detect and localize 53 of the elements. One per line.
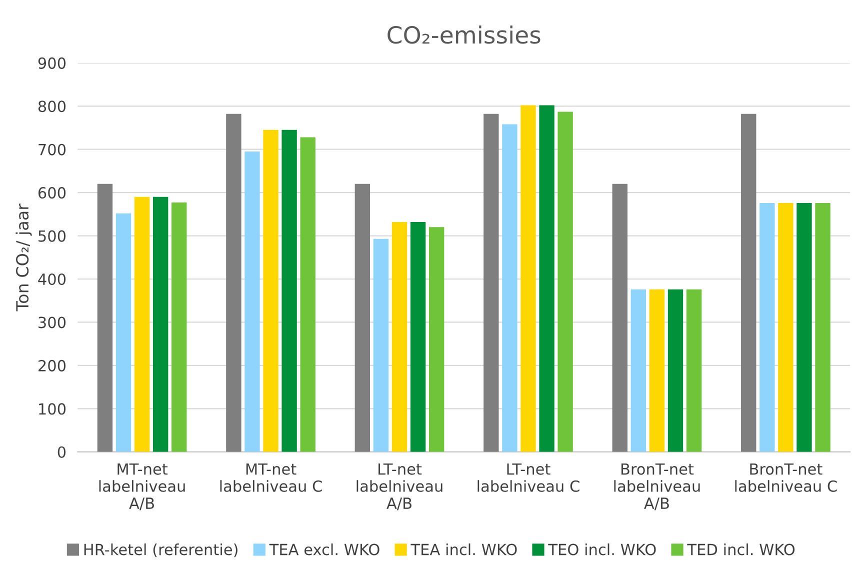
y-axis-title: Ton CO₂/ jaar: [16, 204, 32, 312]
bar: [226, 114, 242, 452]
y-tick-label: 900: [38, 57, 66, 69]
bar: [282, 130, 297, 452]
x-tick-label: LT-net labelniveau C: [478, 463, 580, 492]
legend-label: TEA excl. WKO: [269, 543, 380, 556]
bar: [686, 289, 702, 452]
bar: [741, 114, 756, 452]
y-tick-label: 300: [38, 316, 66, 328]
y-tick-label: 0: [58, 446, 66, 458]
bar: [172, 202, 187, 452]
bar: [502, 124, 518, 452]
x-tick-label: BronT-net labelniveau C: [735, 463, 837, 492]
bar: [97, 184, 113, 452]
bar: [263, 130, 278, 452]
y-tick-label: 200: [38, 360, 66, 372]
chart-title: CO₂-emissies: [388, 26, 540, 44]
bar: [392, 222, 408, 452]
bar: [630, 289, 646, 452]
x-tick-label: MT-net labelniveau A/B: [99, 463, 185, 510]
bar: [668, 289, 684, 452]
bar: [612, 184, 628, 452]
y-tick-label: 800: [38, 100, 66, 112]
bar: [649, 289, 665, 452]
legend-label: TED incl. WKO: [687, 543, 795, 556]
bar: [300, 137, 316, 452]
bar: [815, 202, 830, 452]
bar: [116, 213, 132, 452]
y-tick-label: 700: [38, 144, 66, 156]
bar: [558, 112, 573, 452]
bar: [760, 202, 775, 452]
bar: [410, 222, 426, 452]
bar: [778, 202, 794, 452]
legend-label: HR-ketel (referentie): [84, 543, 238, 558]
bar: [539, 105, 554, 452]
y-tick-label: 600: [38, 187, 66, 199]
bar: [134, 196, 150, 452]
x-tick-label: MT-net labelniveau C: [220, 463, 322, 492]
bar: [152, 196, 168, 452]
bar: [484, 114, 499, 452]
bar: [244, 152, 260, 452]
legend-label: TEA incl. WKO: [410, 543, 517, 556]
x-tick-label: LT-net labelniveau A/B: [356, 463, 442, 510]
y-tick-label: 500: [38, 230, 66, 242]
legend-label: TEO incl. WKO: [548, 543, 656, 556]
bar: [428, 227, 444, 452]
bar: [796, 202, 812, 452]
bar: [373, 238, 389, 452]
y-tick-label: 400: [38, 273, 66, 286]
x-tick-label: BronT-net labelniveau A/B: [614, 463, 700, 510]
bar: [520, 105, 536, 452]
y-tick-label: 100: [39, 403, 66, 415]
bar: [354, 184, 370, 452]
